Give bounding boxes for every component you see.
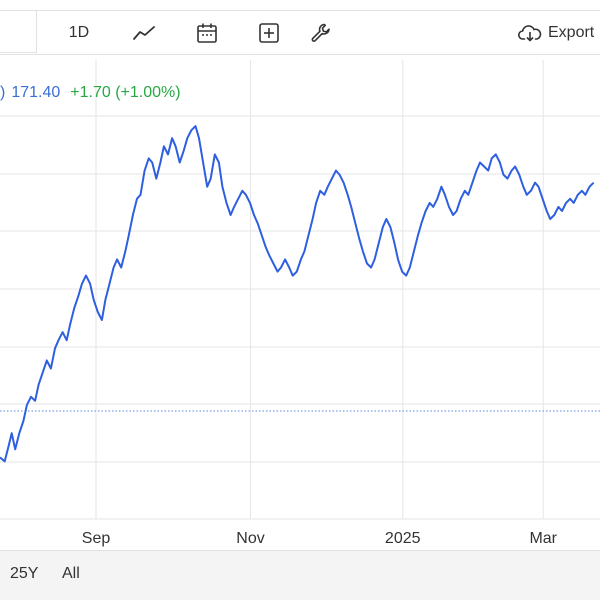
- date-range-button[interactable]: [192, 11, 222, 55]
- x-tick-label: Sep: [82, 530, 111, 547]
- price-change: +1.70 (+1.00%): [70, 84, 181, 101]
- legend-prefix: ): [0, 84, 6, 101]
- chart-toolbar: 1D: [0, 10, 600, 55]
- settings-button[interactable]: [306, 11, 336, 55]
- interval-label: 1D: [68, 24, 90, 41]
- wrench-icon: [310, 22, 332, 44]
- chart-type-button[interactable]: [128, 11, 160, 55]
- add-indicator-button[interactable]: [254, 11, 284, 55]
- price-legend: ) 171.40 +1.70 (+1.00%): [0, 84, 181, 102]
- range-button-all[interactable]: All: [62, 565, 80, 582]
- x-tick-label: 2025: [385, 530, 421, 547]
- calendar-icon: [196, 22, 218, 44]
- export-label: Export: [548, 24, 595, 41]
- line-chart-icon: [132, 24, 156, 42]
- symbol-search-box[interactable]: [0, 10, 37, 53]
- x-tick-label: Mar: [529, 530, 557, 547]
- range-button-25y[interactable]: 25Y: [10, 565, 39, 582]
- price-series-line: [0, 125, 595, 463]
- cloud-download-icon: [518, 23, 542, 43]
- plus-box-icon: [258, 22, 280, 44]
- price-chart[interactable]: Sep Nov 2025 Mar: [0, 0, 600, 550]
- last-price: 171.40: [11, 84, 61, 101]
- export-button[interactable]: Export: [518, 11, 600, 55]
- interval-button[interactable]: 1D: [62, 11, 96, 55]
- x-tick-label: Nov: [236, 530, 264, 547]
- range-selector: 25Y All: [0, 550, 600, 600]
